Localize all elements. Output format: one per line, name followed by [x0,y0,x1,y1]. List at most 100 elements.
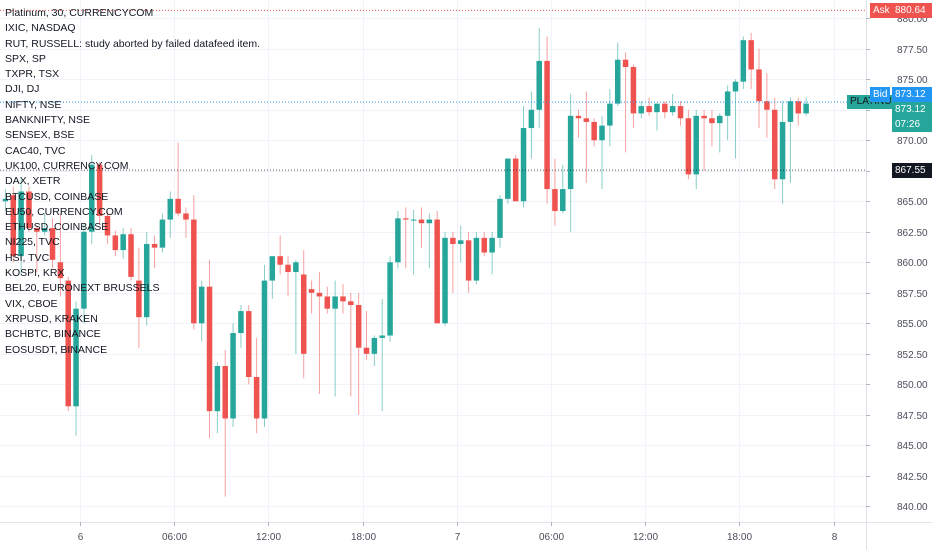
y-tick-label: 870.00 [897,136,928,147]
legend-symbol[interactable]: EOSUSDT, BINANCE [5,343,108,356]
y-tick-label: 857.50 [897,289,928,300]
candle-body [41,228,48,232]
candle-body [677,106,684,119]
candle-body [764,101,770,110]
legend-symbol[interactable]: HSI, TVC [5,251,50,264]
x-tick-label: 6 [78,532,84,543]
candle-body [560,189,566,212]
candle-body [505,158,511,199]
y-tick-label: 845.00 [897,441,928,452]
candle-body [49,228,56,260]
candle-body [622,59,629,68]
candle-body [450,237,456,244]
candle-body [348,301,354,305]
candle-body [261,280,268,419]
legend-symbol[interactable]: BANKNIFTY, NSE [5,114,90,127]
candle-body [410,219,417,221]
candle-body [717,115,723,124]
candle-body [481,237,488,253]
legend-title[interactable]: Platinum, 30, CURRENCYCOM [5,7,154,19]
candle-body [285,264,291,273]
candle-body [575,115,582,119]
bar-countdown: 07:26 [892,117,932,133]
x-tick-label: 06:00 [162,532,187,543]
candle-body [183,213,189,220]
candle-body [387,262,393,336]
time-axis[interactable]: 6 06:00 12:00 18:00 7 06:00 12:00 18:00 8 [78,522,838,543]
candle-body [646,106,652,113]
legend-symbol[interactable]: NI225, TVC [5,236,60,249]
legend-symbol[interactable]: BEL20, EURONEXT BRUSSELS [5,282,160,295]
legend-symbol[interactable]: DJI, DJ [5,83,40,96]
legend-symbol[interactable]: XRPUSD, KRAKEN [5,312,98,325]
candle-body [112,235,119,251]
candle-body [426,219,433,224]
candle-body [418,219,425,224]
candle-body [159,219,166,248]
y-tick-label: 877.50 [897,45,928,56]
candle-body [724,91,731,116]
candle-body [567,115,574,190]
candle-body [607,103,613,126]
legend-symbol[interactable]: BCHBTC, BINANCE [5,328,101,341]
candle-body [293,262,299,273]
candle-body [379,335,385,338]
legend-symbol[interactable]: EU50, CURRENCY.COM [5,205,123,218]
candle-body [701,115,707,119]
candle-body [662,103,668,113]
legend-symbol[interactable]: SPX, SP [5,52,46,65]
candle-body [638,106,645,114]
x-tick-label: 8 [832,532,838,543]
bid-price-tag: 873.12 [892,87,932,103]
legend-symbol[interactable]: DAX, XETR [5,175,61,188]
candle-body [81,231,87,309]
candle-body [2,198,9,202]
candle-body [355,304,362,348]
candle-body [528,109,535,129]
candle-body [120,234,126,251]
legend-symbol[interactable]: VIX, CBOE [5,297,58,310]
candle-body [599,125,605,141]
candle-body [316,292,323,297]
candle-body [238,311,244,334]
legend-symbol[interactable]: TXPR, TSX [5,68,60,81]
candle-body [206,286,213,412]
candle-body [442,237,448,324]
candle-body [465,240,472,281]
candle-body [143,243,150,318]
candle-body [732,81,739,92]
legend-symbol[interactable]: BTCUSD, COINBASE [5,190,109,203]
candle-body [552,189,558,212]
candle-body [583,118,590,122]
legend-symbol[interactable]: RUT, RUSSELL: study aborted by failed da… [5,37,261,50]
candle-body [340,296,346,302]
candle-body [65,280,71,407]
y-tick-label: 852.50 [897,350,928,361]
candle-body [544,60,550,190]
legend-symbol[interactable]: ETHUSD, COINBASE [5,221,109,234]
candle-body [371,337,378,354]
legend-symbols: IXIC, NASDAQ RUT, RUSSELL: study aborted … [5,21,260,358]
candle-body [308,289,315,293]
legend-symbol[interactable]: CAC40, TVC [5,144,66,157]
candle-body [89,164,95,232]
candle-body [520,128,527,202]
legend-symbol[interactable]: NIFTY, NSE [5,98,62,111]
y-tick-label: 865.00 [897,197,928,208]
y-tick-label: 847.50 [897,411,928,422]
legend-symbol[interactable]: UK100, CURRENCY.COM [5,159,129,172]
legend-symbol[interactable]: IXIC, NASDAQ [5,22,76,35]
candle-body [403,218,409,220]
legend-symbol[interactable]: KOSPI, KRX [5,267,65,280]
legend-symbol[interactable]: SENSEX, BSE [5,129,75,142]
candle-body [18,191,24,257]
y-tick-label: 842.50 [897,472,928,483]
candle-body [630,67,637,114]
y-tick-label: 850.00 [897,380,928,391]
candle-body [473,237,480,281]
candle-body [191,219,197,324]
candle-body [246,311,252,377]
y-tick-label: 855.00 [897,319,928,330]
